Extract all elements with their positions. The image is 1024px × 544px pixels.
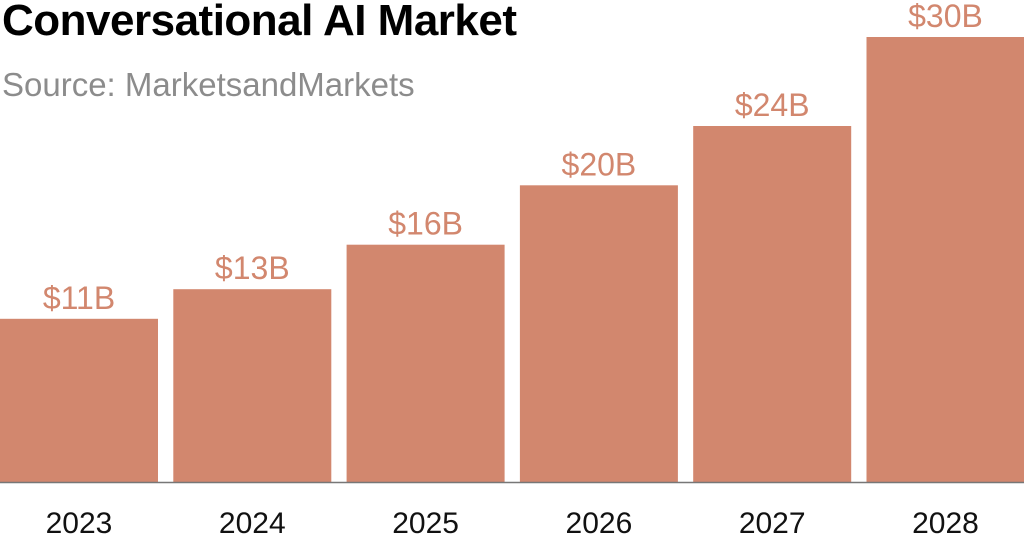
bar-2026 xyxy=(519,185,678,483)
chart-title: Conversational AI Market xyxy=(2,0,517,45)
bar-2027 xyxy=(693,126,852,482)
bar-2028 xyxy=(866,37,1024,482)
bar-2024 xyxy=(173,289,332,482)
value-label-2025: $16B xyxy=(388,206,463,242)
chart-subtitle: Source: MarketsandMarkets xyxy=(2,66,415,103)
x-tick-label-2028: 2028 xyxy=(912,507,979,540)
bars-group xyxy=(0,37,1024,483)
x-tick-labels-group: 2023 2024 2025 2026 2027 2028 xyxy=(46,507,979,540)
value-label-2027: $24B xyxy=(735,87,810,123)
value-label-2026: $20B xyxy=(562,146,637,182)
x-tick-label-2024: 2024 xyxy=(219,507,286,540)
x-tick-label-2025: 2025 xyxy=(392,507,459,540)
value-label-2023: $11B xyxy=(43,280,115,316)
x-tick-label-2023: 2023 xyxy=(46,507,113,540)
value-labels-group: $11B $13B $16B $20B $24B $30B xyxy=(43,0,983,316)
value-label-2028: $30B xyxy=(908,0,983,34)
bar-2025 xyxy=(346,244,505,482)
x-tick-label-2026: 2026 xyxy=(566,507,633,540)
value-label-2024: $13B xyxy=(215,250,290,286)
x-tick-label-2027: 2027 xyxy=(739,507,806,540)
bar-2023 xyxy=(0,318,158,482)
